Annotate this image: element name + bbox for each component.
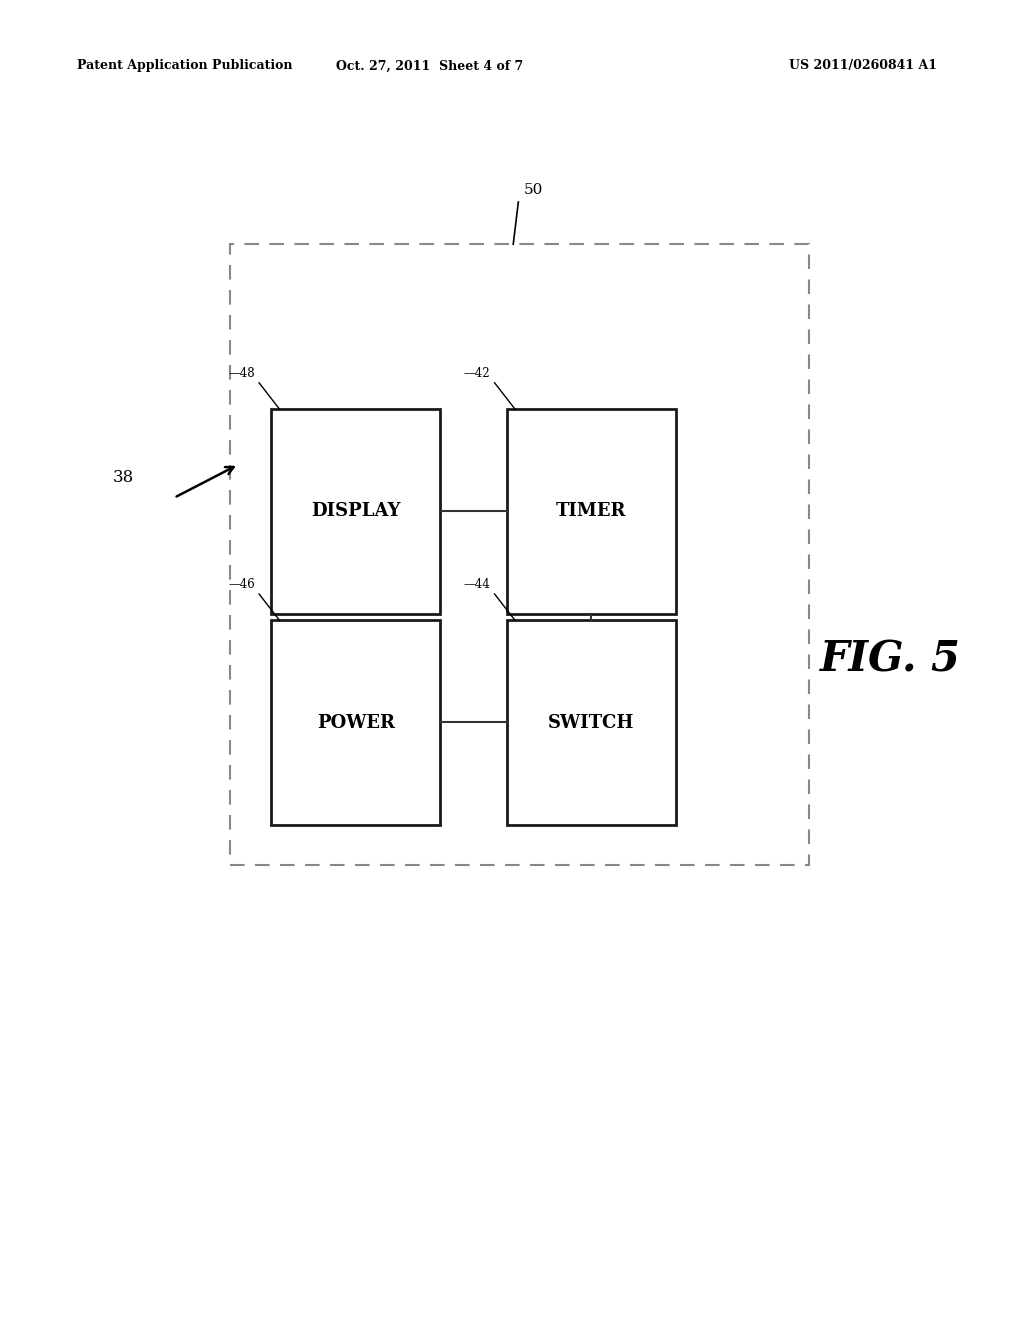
Text: 38: 38 <box>113 470 133 487</box>
Text: TIMER: TIMER <box>556 503 627 520</box>
Text: —48: —48 <box>228 367 255 380</box>
Text: SWITCH: SWITCH <box>548 714 635 731</box>
Bar <box>230 244 809 865</box>
Bar <box>271 620 440 825</box>
Bar <box>507 620 676 825</box>
Bar <box>507 409 676 614</box>
Text: Oct. 27, 2011  Sheet 4 of 7: Oct. 27, 2011 Sheet 4 of 7 <box>337 59 523 73</box>
Text: POWER: POWER <box>316 714 395 731</box>
Text: —46: —46 <box>228 578 255 591</box>
Text: FIG. 5: FIG. 5 <box>820 639 962 681</box>
Text: US 2011/0260841 A1: US 2011/0260841 A1 <box>788 59 937 73</box>
Text: 50: 50 <box>523 182 543 197</box>
Bar <box>271 409 440 614</box>
Text: —42: —42 <box>464 367 490 380</box>
Text: —44: —44 <box>464 578 490 591</box>
Text: Patent Application Publication: Patent Application Publication <box>77 59 292 73</box>
Text: DISPLAY: DISPLAY <box>311 503 400 520</box>
